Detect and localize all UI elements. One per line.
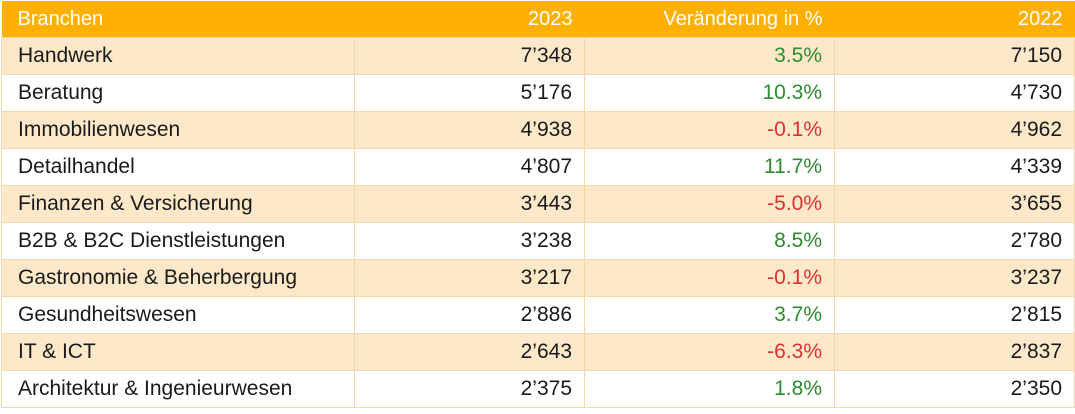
cell-change: -0.1%	[584, 111, 835, 149]
cell-2023: 4’807	[354, 148, 585, 186]
cell-branche: IT & ICT	[1, 333, 355, 371]
table-row: Immobilienwesen 4’938 -0.1% 4’962	[1, 111, 1075, 149]
cell-2023: 3’238	[354, 222, 585, 260]
table-row: B2B & B2C Dienstleistungen 3’238 8.5% 2’780	[1, 222, 1075, 260]
cell-change: -6.3%	[584, 333, 835, 371]
cell-2022: 2’350	[834, 370, 1075, 408]
cell-2022: 2’815	[834, 296, 1075, 334]
cell-branche: Beratung	[1, 74, 355, 112]
cell-change: -5.0%	[584, 185, 835, 223]
cell-branche: Detailhandel	[1, 148, 355, 186]
header-2023: 2023	[354, 1, 585, 38]
table-row: Architektur & Ingenieurwesen 2’375 1.8% 2’3…	[1, 370, 1075, 408]
cell-2023: 5’176	[354, 74, 585, 112]
cell-branche: Architektur & Ingenieurwesen	[1, 370, 355, 408]
cell-branche: Immobilienwesen	[1, 111, 355, 149]
cell-change: 10.3%	[584, 74, 835, 112]
cell-branche: Gesundheitswesen	[1, 296, 355, 334]
header-2022: 2022	[834, 1, 1075, 38]
cell-2023: 4’938	[354, 111, 585, 149]
cell-2022: 4’339	[834, 148, 1075, 186]
cell-2023: 3’217	[354, 259, 585, 297]
cell-change: 1.8%	[584, 370, 835, 408]
cell-2023: 2’643	[354, 333, 585, 371]
cell-2023: 7’348	[354, 37, 585, 75]
table-row: Finanzen & Versicherung 3’443 -5.0% 3’655	[1, 185, 1075, 223]
cell-change: 11.7%	[584, 148, 835, 186]
cell-2023: 2’375	[354, 370, 585, 408]
table-row: Gesundheitswesen 2’886 3.7% 2’815	[1, 296, 1075, 334]
cell-branche: B2B & B2C Dienstleistungen	[1, 222, 355, 260]
header-change: Veränderung in %	[584, 1, 835, 38]
table-row: Beratung 5’176 10.3% 4’730	[1, 74, 1075, 112]
cell-branche: Finanzen & Versicherung	[1, 185, 355, 223]
table-row: Handwerk 7’348 3.5% 7’150	[1, 37, 1075, 75]
cell-branche: Gastronomie & Beherbergung	[1, 259, 355, 297]
cell-branche: Handwerk	[1, 37, 355, 75]
header-row: Branchen 2023 Veränderung in % 2022	[1, 1, 1075, 38]
table-row: IT & ICT 2’643 -6.3% 2’837	[1, 333, 1075, 371]
cell-2022: 2’780	[834, 222, 1075, 260]
cell-2023: 2’886	[354, 296, 585, 334]
cell-2022: 2’837	[834, 333, 1075, 371]
cell-2022: 4’962	[834, 111, 1075, 149]
cell-change: 3.7%	[584, 296, 835, 334]
cell-change: 3.5%	[584, 37, 835, 75]
cell-2022: 7’150	[834, 37, 1075, 75]
table-row: Detailhandel 4’807 11.7% 4’339	[1, 148, 1075, 186]
cell-2022: 4’730	[834, 74, 1075, 112]
cell-change: 8.5%	[584, 222, 835, 260]
cell-2023: 3’443	[354, 185, 585, 223]
cell-change: -0.1%	[584, 259, 835, 297]
cell-2022: 3’237	[834, 259, 1075, 297]
cell-2022: 3’655	[834, 185, 1075, 223]
header-branchen: Branchen	[1, 1, 355, 38]
table-row: Gastronomie & Beherbergung 3’217 -0.1% 3’23…	[1, 259, 1075, 297]
